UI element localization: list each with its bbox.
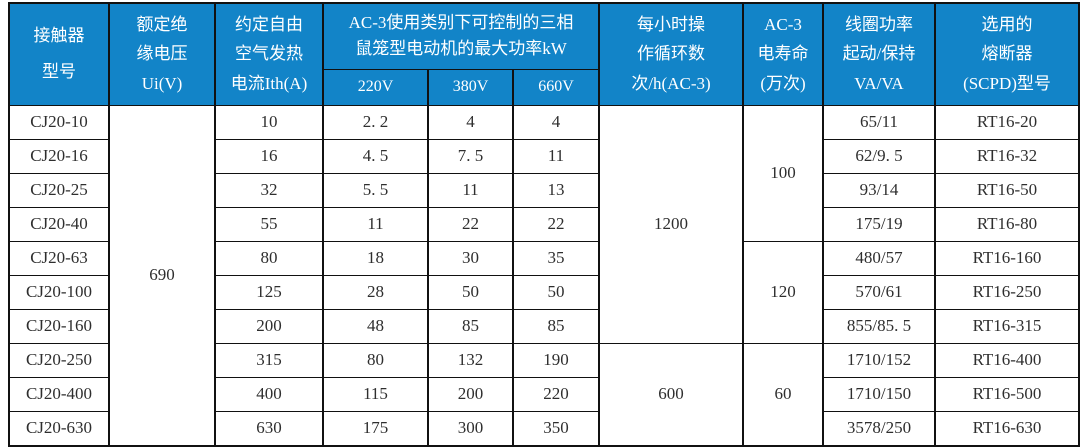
cell-p380: 132 (427, 342, 514, 378)
cell-fuse: RT16-32 (934, 138, 1080, 174)
cell-ith: 400 (214, 376, 324, 412)
header-electrical-life: AC-3 电寿命 (万次) (742, 2, 824, 106)
cell-insulation-voltage: 690 (108, 104, 216, 446)
header-thermal-current: 约定自由 空气发热 电流Ith(A) (214, 2, 324, 106)
cell-life: 120 (742, 240, 824, 344)
table-header: 接触器 型号 额定绝 缘电压 Ui(V) 约定自由 空气发热 电流Ith(A) … (8, 2, 1080, 106)
cell-p380: 300 (427, 410, 514, 446)
cell-fuse: RT16-315 (934, 308, 1080, 344)
cell-p380: 30 (427, 240, 514, 276)
cell-ith: 10 (214, 104, 324, 140)
table-row: CJ20-10 690 10 2. 2 4 4 1200 100 65/11 R… (8, 104, 1080, 446)
cell-p220: 11 (322, 206, 429, 242)
table-row: CJ20-25 32 5. 5 11 13 93/14 RT16-50 (8, 172, 1080, 208)
cell-model: CJ20-40 (8, 206, 110, 242)
header-220v: 220V (322, 68, 429, 106)
cell-ith: 55 (214, 206, 324, 242)
cell-p660: 350 (512, 410, 600, 446)
cell-ith: 16 (214, 138, 324, 174)
cell-ith: 80 (214, 240, 324, 276)
cell-p660: 35 (512, 240, 600, 276)
cell-coil: 1710/152 (822, 342, 936, 378)
cell-p220: 4. 5 (322, 138, 429, 174)
cell-p220: 80 (322, 342, 429, 378)
cell-p380: 11 (427, 172, 514, 208)
cell-fuse: RT16-20 (934, 104, 1080, 140)
header-ac3-max-power: AC-3使用类别下可控制的三相 鼠笼型电动机的最大功率kW (322, 2, 600, 70)
cell-coil: 3578/250 (822, 410, 936, 446)
cell-coil: 570/61 (822, 274, 936, 310)
cell-p220: 48 (322, 308, 429, 344)
cell-fuse: RT16-160 (934, 240, 1080, 276)
cell-p380: 4 (427, 104, 514, 140)
cell-model: CJ20-400 (8, 376, 110, 412)
cell-p660: 220 (512, 376, 600, 412)
header-380v: 380V (427, 68, 514, 106)
cell-coil: 175/19 (822, 206, 936, 242)
cell-fuse: RT16-630 (934, 410, 1080, 446)
cell-p660: 85 (512, 308, 600, 344)
table-row: CJ20-400 400 115 200 220 1710/150 RT16-5… (8, 376, 1080, 412)
cell-ith: 315 (214, 342, 324, 378)
header-insulation-voltage: 额定绝 缘电压 Ui(V) (108, 2, 216, 106)
cell-coil: 93/14 (822, 172, 936, 208)
header-coil-power: 线圈功率 起动/保持 VA/VA (822, 2, 936, 106)
table-row: CJ20-250 315 80 132 190 600 60 1710/152 … (8, 342, 1080, 446)
cell-p220: 2. 2 (322, 104, 429, 140)
cell-p660: 190 (512, 342, 600, 378)
cell-model: CJ20-160 (8, 308, 110, 344)
header-cycles-per-hour: 每小时操 作循环数 次/h(AC-3) (598, 2, 744, 106)
cell-model: CJ20-250 (8, 342, 110, 378)
cell-ith: 32 (214, 172, 324, 208)
cell-fuse: RT16-250 (934, 274, 1080, 310)
cell-ith: 200 (214, 308, 324, 344)
cell-ith: 630 (214, 410, 324, 446)
cell-fuse: RT16-80 (934, 206, 1080, 242)
table-row: CJ20-100 125 28 50 50 570/61 RT16-250 (8, 274, 1080, 310)
header-model: 接触器 型号 (8, 2, 110, 106)
cell-p380: 7. 5 (427, 138, 514, 174)
cell-coil: 1710/150 (822, 376, 936, 412)
cell-fuse: RT16-400 (934, 342, 1080, 378)
cell-cycles: 600 (598, 342, 744, 446)
cell-model: CJ20-63 (8, 240, 110, 276)
contactor-spec-table: 接触器 型号 额定绝 缘电压 Ui(V) 约定自由 空气发热 电流Ith(A) … (8, 2, 1080, 447)
table-row: CJ20-63 80 18 30 35 120 480/57 RT16-160 (8, 240, 1080, 344)
cell-p220: 28 (322, 274, 429, 310)
cell-p220: 175 (322, 410, 429, 446)
cell-p220: 18 (322, 240, 429, 276)
cell-p660: 50 (512, 274, 600, 310)
cell-p380: 22 (427, 206, 514, 242)
cell-cycles: 1200 (598, 104, 744, 344)
cell-model: CJ20-630 (8, 410, 110, 446)
cell-p220: 115 (322, 376, 429, 412)
cell-p660: 22 (512, 206, 600, 242)
cell-fuse: RT16-500 (934, 376, 1080, 412)
cell-fuse: RT16-50 (934, 172, 1080, 208)
cell-coil: 480/57 (822, 240, 936, 276)
table-row: CJ20-40 55 11 22 22 175/19 RT16-80 (8, 206, 1080, 242)
cell-coil: 62/9. 5 (822, 138, 936, 174)
header-fuse-type: 选用的 熔断器 (SCPD)型号 (934, 2, 1080, 106)
cell-coil: 855/85. 5 (822, 308, 936, 344)
header-660v: 660V (512, 68, 600, 106)
cell-ith: 125 (214, 274, 324, 310)
table-body: CJ20-10 690 10 2. 2 4 4 1200 100 65/11 R… (8, 104, 1080, 446)
cell-p380: 200 (427, 376, 514, 412)
cell-life: 60 (742, 342, 824, 446)
cell-model: CJ20-100 (8, 274, 110, 310)
cell-life: 100 (742, 104, 824, 242)
cell-model: CJ20-16 (8, 138, 110, 174)
cell-model: CJ20-10 (8, 104, 110, 140)
cell-p380: 85 (427, 308, 514, 344)
cell-model: CJ20-25 (8, 172, 110, 208)
cell-coil: 65/11 (822, 104, 936, 140)
cell-p660: 11 (512, 138, 600, 174)
cell-p220: 5. 5 (322, 172, 429, 208)
cell-p660: 4 (512, 104, 600, 140)
table-row: CJ20-16 16 4. 5 7. 5 11 62/9. 5 RT16-32 (8, 138, 1080, 174)
cell-p380: 50 (427, 274, 514, 310)
cell-p660: 13 (512, 172, 600, 208)
